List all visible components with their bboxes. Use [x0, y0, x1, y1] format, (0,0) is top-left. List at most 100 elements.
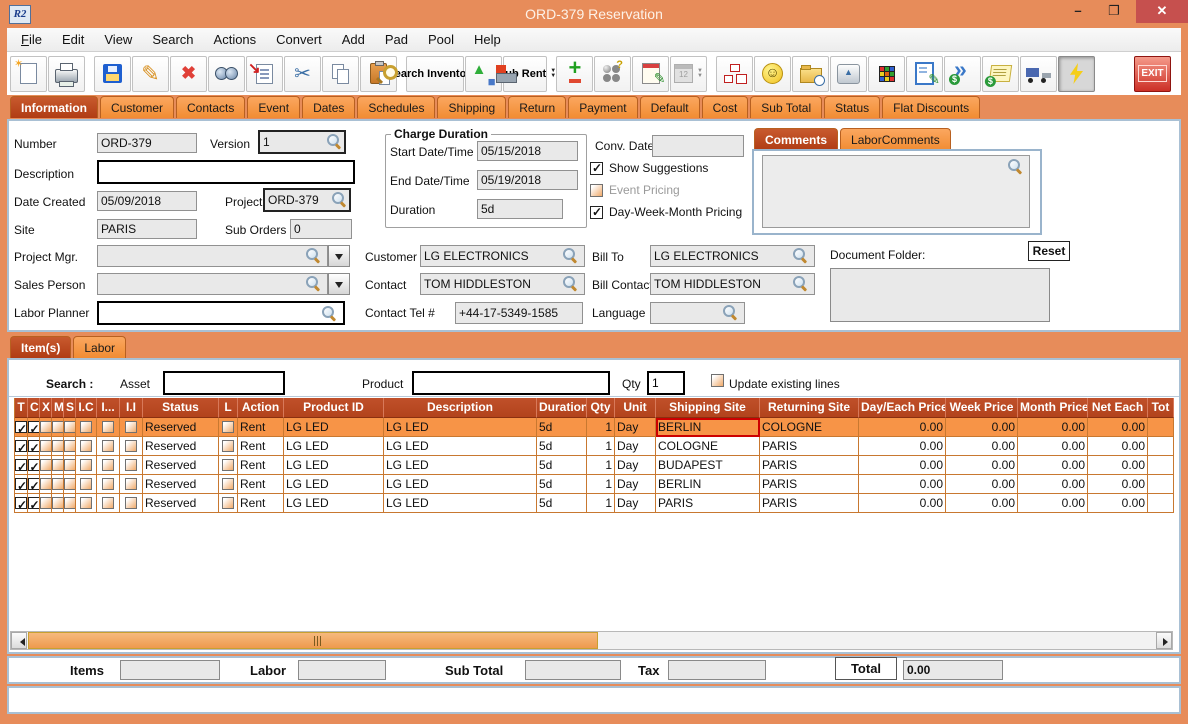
tab-schedules[interactable]: Schedules	[357, 96, 436, 118]
cell-net-each[interactable]: 0.00	[1088, 475, 1148, 494]
menu-item-pool[interactable]: Pool	[427, 32, 455, 47]
menu-item-help[interactable]: Help	[474, 32, 501, 47]
row-check-m[interactable]	[52, 421, 63, 433]
cell-duration[interactable]: 5d	[537, 475, 587, 494]
cell-month-price[interactable]: 0.00	[1018, 494, 1088, 513]
col-header-c[interactable]: C	[28, 398, 40, 418]
cell-description[interactable]: LG LED	[384, 437, 537, 456]
edit-order-notes-button[interactable]	[906, 55, 943, 92]
tab-payment[interactable]: Payment	[568, 96, 638, 118]
bill-to-input[interactable]	[650, 245, 815, 267]
row-check-m[interactable]	[52, 497, 63, 509]
shortcut-button[interactable]	[830, 55, 867, 92]
cell-duration[interactable]: 5d	[537, 437, 587, 456]
tab-return[interactable]: Return	[508, 96, 567, 118]
cell-status[interactable]: Reserved	[143, 494, 219, 513]
option-day-week-month-pricing-checkbox[interactable]	[590, 205, 603, 219]
save-button[interactable]	[94, 55, 131, 92]
col-header-day-each-price[interactable]: Day/Each Price	[859, 398, 946, 418]
row-check-ic[interactable]	[80, 421, 92, 433]
bill-to-search-icon[interactable]	[793, 248, 808, 263]
row-check-ii[interactable]	[125, 478, 137, 490]
cell-tot[interactable]	[1148, 456, 1174, 475]
delete-button[interactable]	[170, 55, 207, 92]
tab-information[interactable]: Information	[10, 96, 98, 118]
description-input[interactable]	[97, 160, 355, 184]
cell-unit[interactable]: Day	[615, 475, 656, 494]
cell-x[interactable]	[40, 456, 52, 475]
row-check-ic[interactable]	[80, 497, 92, 509]
tab-event[interactable]: Event	[247, 96, 301, 118]
row-check-ii[interactable]	[125, 421, 137, 433]
row-check-idd[interactable]	[102, 440, 114, 452]
cell-c[interactable]	[28, 456, 40, 475]
row-check-m[interactable]	[52, 478, 63, 490]
cell-tot[interactable]	[1148, 437, 1174, 456]
currency-transfer-button[interactable]	[944, 55, 981, 92]
project-mgr-dropdown-icon[interactable]	[328, 245, 350, 267]
cell-m[interactable]	[52, 437, 64, 456]
cell-product-id[interactable]: LG LED	[284, 437, 384, 456]
cell-action[interactable]: Rent	[238, 418, 284, 437]
col-header-ic[interactable]: I.C	[76, 398, 97, 418]
cell-description[interactable]: LG LED	[384, 418, 537, 437]
sales-person-input[interactable]	[97, 273, 328, 295]
tab-items[interactable]: Item(s)	[10, 336, 72, 358]
cell-ii[interactable]	[120, 475, 143, 494]
cell-status[interactable]: Reserved	[143, 437, 219, 456]
row-check-l[interactable]	[222, 497, 234, 509]
cell-duration[interactable]: 5d	[537, 418, 587, 437]
row-check-l[interactable]	[222, 478, 234, 490]
tax-box[interactable]	[668, 660, 766, 680]
cell-s[interactable]	[64, 437, 76, 456]
cell-day-each-price[interactable]: 0.00	[859, 456, 946, 475]
sites-button[interactable]	[716, 55, 753, 92]
cell-day-each-price[interactable]: 0.00	[859, 475, 946, 494]
cell-action[interactable]: Rent	[238, 456, 284, 475]
option-event-pricing-checkbox[interactable]	[590, 183, 603, 197]
tab-default[interactable]: Default	[639, 96, 700, 118]
cell-product-id[interactable]: LG LED	[284, 475, 384, 494]
cell-idd[interactable]	[97, 456, 120, 475]
cell-c[interactable]	[28, 437, 40, 456]
row-check-c[interactable]	[28, 458, 39, 474]
product-input[interactable]	[412, 371, 610, 395]
cell-l[interactable]	[219, 475, 238, 494]
cell-m[interactable]	[52, 456, 64, 475]
cell-month-price[interactable]: 0.00	[1018, 456, 1088, 475]
contact-input[interactable]	[420, 273, 585, 295]
row-check-c[interactable]	[28, 439, 39, 455]
language-search-icon[interactable]	[723, 305, 738, 320]
availability-button[interactable]	[594, 55, 631, 92]
cell-shipping-site[interactable]: BERLIN	[656, 418, 760, 437]
scroll-right-icon[interactable]	[1156, 632, 1172, 649]
row-check-ii[interactable]	[125, 497, 137, 509]
cell-status[interactable]: Reserved	[143, 475, 219, 494]
row-check-ic[interactable]	[80, 440, 92, 452]
row-check-t[interactable]	[15, 420, 27, 436]
start-date-input[interactable]	[477, 141, 578, 161]
row-check-idd[interactable]	[102, 459, 114, 471]
cell-unit[interactable]: Day	[615, 494, 656, 513]
version-search-icon[interactable]	[327, 134, 342, 149]
cell-l[interactable]	[219, 418, 238, 437]
customer-service-button[interactable]	[754, 55, 791, 92]
cell-tot[interactable]	[1148, 475, 1174, 494]
cell-shipping-site[interactable]: BERLIN	[656, 475, 760, 494]
cell-product-id[interactable]: LG LED	[284, 456, 384, 475]
cell-month-price[interactable]: 0.00	[1018, 475, 1088, 494]
contact-search-icon[interactable]	[563, 276, 578, 291]
cell-product-id[interactable]: LG LED	[284, 418, 384, 437]
cell-week-price[interactable]: 0.00	[946, 437, 1018, 456]
cell-m[interactable]	[52, 475, 64, 494]
col-header-action[interactable]: Action	[238, 398, 284, 418]
cell-duration[interactable]: 5d	[537, 456, 587, 475]
conv-date-input[interactable]	[652, 135, 744, 157]
col-header-tot[interactable]: Tot	[1148, 398, 1174, 418]
cell-idd[interactable]	[97, 475, 120, 494]
menu-item-pad[interactable]: Pad	[384, 32, 408, 47]
project-mgr-input[interactable]	[97, 245, 328, 267]
row-check-s[interactable]	[64, 440, 75, 452]
row-check-ic[interactable]	[80, 478, 92, 490]
